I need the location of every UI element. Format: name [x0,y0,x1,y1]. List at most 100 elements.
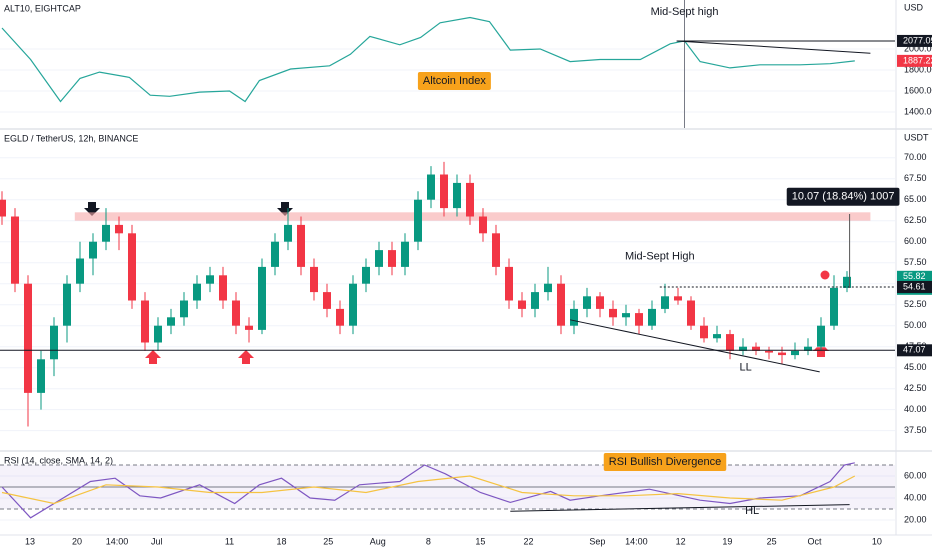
candle-body [843,276,851,288]
candle-body [11,216,19,284]
candle-body [50,325,58,360]
pane-title: RSI (14, close, SMA, 14, 2) [4,455,113,465]
candle-body [336,308,344,326]
x-tick-label: 13 [25,536,35,546]
y-tick-label: 40.00 [904,404,927,414]
x-tick-label: 10 [872,536,882,546]
price-label-bg [897,344,932,357]
annotation-box [603,453,727,472]
y-tick-label: 65.00 [904,194,927,204]
arrows [84,202,293,216]
annotation: 10.07 (18.84%) 1007 [792,191,895,203]
x-tick-label: Aug [370,536,386,546]
trend-line [676,40,871,54]
candle-body [752,346,760,351]
candle-body [518,300,526,309]
y-tick-label: 60.00 [904,236,927,246]
candle-body [401,241,409,267]
y-tick-label: 37.50 [904,425,927,435]
annotation: HL [745,505,759,517]
price-label: 2077.09 [903,35,932,45]
series-line [1,475,856,505]
price-label: 55.82 [903,271,926,281]
candle-body [700,325,708,339]
candle-body [440,174,448,209]
candle-body [141,300,149,343]
candle-body [375,250,383,267]
candle-body [24,283,32,393]
x-tick-label: 14:00 [106,536,129,546]
annotation: Altcoin Index [423,75,486,87]
y-tick-label: 52.50 [904,299,927,309]
candle-body [479,216,487,234]
x-tick-label: 20 [72,536,82,546]
y-tick-label: 50.00 [904,320,927,330]
candle-body [505,266,513,301]
candle-body [76,258,84,284]
candle-body [453,182,461,209]
x-tick-label: Oct [807,536,822,546]
candle-body [362,266,370,284]
candle-body [414,199,422,242]
candle-body [596,296,604,309]
x-tick-label: Sep [589,536,605,546]
candle-body [115,224,123,234]
price-unit: USDT [904,132,929,142]
candle-body [661,296,669,309]
price-label-bg [897,280,932,293]
candle-body [102,224,110,242]
alert-icon [820,270,830,280]
candle-body [271,241,279,267]
y-tick-label: 62.50 [904,215,927,225]
candle-body [89,241,97,259]
x-tick-label: 11 [225,536,234,546]
down-arrow [84,202,100,216]
y-tick-label: 70.00 [904,152,927,162]
y-tick-label: 1400.00 [904,106,932,116]
candle-body [128,233,136,301]
pane [0,157,895,432]
candle-body [63,283,71,326]
trend-line [510,504,850,512]
y-tick-label: 60.00 [904,470,927,480]
up-arrow [145,350,161,364]
x-tick-label: 18 [276,536,286,546]
price-label: 54.61 [903,281,926,291]
pane-title: EGLD / TetherUS, 12h, BINANCE [4,133,138,143]
y-tick-label: 67.50 [904,173,927,183]
candle-body [323,292,331,309]
candle-body [687,300,695,326]
candle-body [648,308,656,326]
x-tick-label: 14:00 [625,536,648,546]
x-tick-label: 25 [323,536,333,546]
candle-body [258,266,266,330]
annotation: LL [739,362,751,374]
candle-body [609,308,617,318]
down-arrow [277,202,293,216]
candle-body [427,174,435,200]
candle-body [193,283,201,301]
y-tick-label: 42.50 [904,383,927,393]
candle-body [154,325,162,343]
candle-body [778,352,786,356]
pane-title: ALT10, EIGHTCAP [4,3,81,13]
series-line [1,462,855,519]
y-tick-label: 20.00 [904,514,927,524]
candle-body [0,199,6,217]
candle-body [388,250,396,267]
candle-body [804,346,812,351]
series-line [1,16,855,103]
y-tick-label: 2000.00 [904,43,932,53]
annotation: Mid-Sept High [625,251,695,263]
x-tick-label: 25 [767,536,777,546]
up-arrow [238,350,254,364]
x-tick-label: 8 [426,536,431,546]
price-label: 1887.22 [903,55,932,65]
candle-body [37,359,45,393]
candle-body [310,266,318,293]
candle-body [713,334,721,339]
y-tick-label: 40.00 [904,492,927,502]
annotation: Mid-Sept high [651,6,719,18]
